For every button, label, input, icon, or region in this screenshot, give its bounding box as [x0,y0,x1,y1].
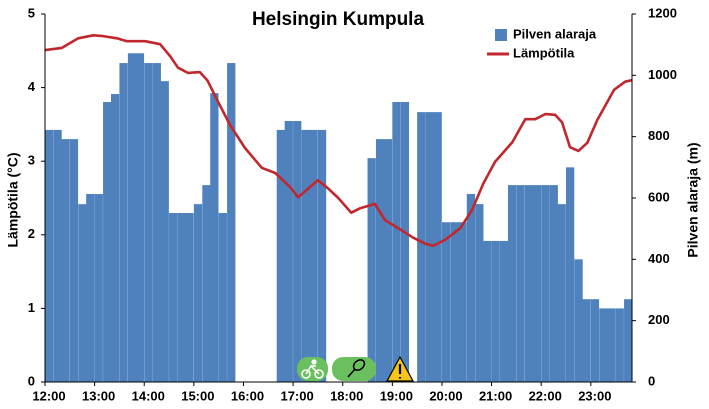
bar [590,299,600,382]
y2-tick-label: 600 [648,189,670,204]
x-tick-label: 18:00 [330,388,363,403]
bar [86,194,95,382]
bar [541,185,550,382]
y2-tick-label: 0 [648,373,655,388]
legend-label: Lämpötila [513,45,575,60]
x-tick-label: 23:00 [578,388,611,403]
bar [210,93,219,383]
legend-swatch [495,29,507,41]
y2-tick-label: 800 [648,128,670,143]
bar [276,129,285,382]
x-tick-label: 17:00 [280,388,313,403]
bar [392,102,401,382]
bar [425,112,434,382]
bar [110,94,120,382]
x-tick-label: 14:00 [132,388,165,403]
bar [483,240,492,382]
x-tick-label: 22:00 [529,388,562,403]
bar [227,63,236,383]
bar [458,222,467,382]
x-tick-label: 15:00 [181,388,214,403]
y2-tick-label: 400 [648,251,670,266]
bar [69,139,79,382]
bar [566,167,575,382]
bar [218,213,227,382]
bar [524,185,534,382]
legend-label: Pilven alaraja [513,26,597,41]
bar [185,213,194,382]
bar [103,102,112,382]
bar [152,63,161,383]
bike-icon-bg [297,357,328,381]
y2-tick-label: 1200 [648,5,677,20]
bar [202,185,211,382]
bar [293,121,302,382]
x-tick-label: 20:00 [429,388,462,403]
bar [284,121,293,382]
bar [624,299,632,382]
y-axis-title: Lämpötila (°C) [5,152,21,247]
x-tick-label: 16:00 [231,388,264,403]
bar [61,139,70,382]
bar [53,129,62,382]
bar [177,213,186,382]
bar [309,129,318,382]
line [44,34,633,248]
bar [507,185,517,382]
bar [383,139,393,382]
bar [301,129,310,382]
bar [607,308,616,382]
bar [557,204,566,382]
bar [599,308,608,382]
bar [500,240,509,382]
bar [119,63,128,383]
bar [417,112,426,382]
bar [466,194,476,382]
y-tick-label: 2 [28,226,35,241]
bar [615,308,624,382]
bar [516,185,525,382]
y-tick-label: 3 [28,153,35,168]
y2-axis-title: Pilven alaraja (m) [685,142,701,257]
bar [169,213,178,382]
bar [135,53,145,383]
chart-title: Helsingin Kumpula [252,9,425,30]
bar [491,240,500,382]
bar [375,139,385,382]
y-tick-label: 1 [28,300,35,315]
x-tick-label: 12:00 [32,388,65,403]
bar [193,204,203,382]
y-tick-label: 4 [28,79,36,94]
bar [400,102,410,382]
bar [45,129,54,382]
x-tick-label: 21:00 [479,388,512,403]
bar [475,204,484,382]
bar [160,81,169,382]
bar [317,129,327,382]
bar [532,185,542,382]
bar [582,299,591,382]
x-tick-label: 13:00 [82,388,115,403]
bar [94,194,103,382]
y2-tick-label: 1000 [648,67,677,82]
bike-icon [301,359,324,379]
bar [574,259,583,382]
bar [433,112,442,382]
bar [367,158,376,382]
bar [441,222,451,382]
plot-area [44,34,633,383]
y2-tick-label: 200 [648,312,670,327]
x-tick-label: 19:00 [380,388,413,403]
bar [78,204,87,382]
activity-icons [297,355,415,382]
y-tick-label: 0 [28,373,35,388]
racket-icon [347,359,366,378]
bar [450,222,459,382]
bar [144,63,153,383]
bar [127,53,137,383]
bar [549,185,558,382]
y-tick-label: 5 [28,5,35,20]
